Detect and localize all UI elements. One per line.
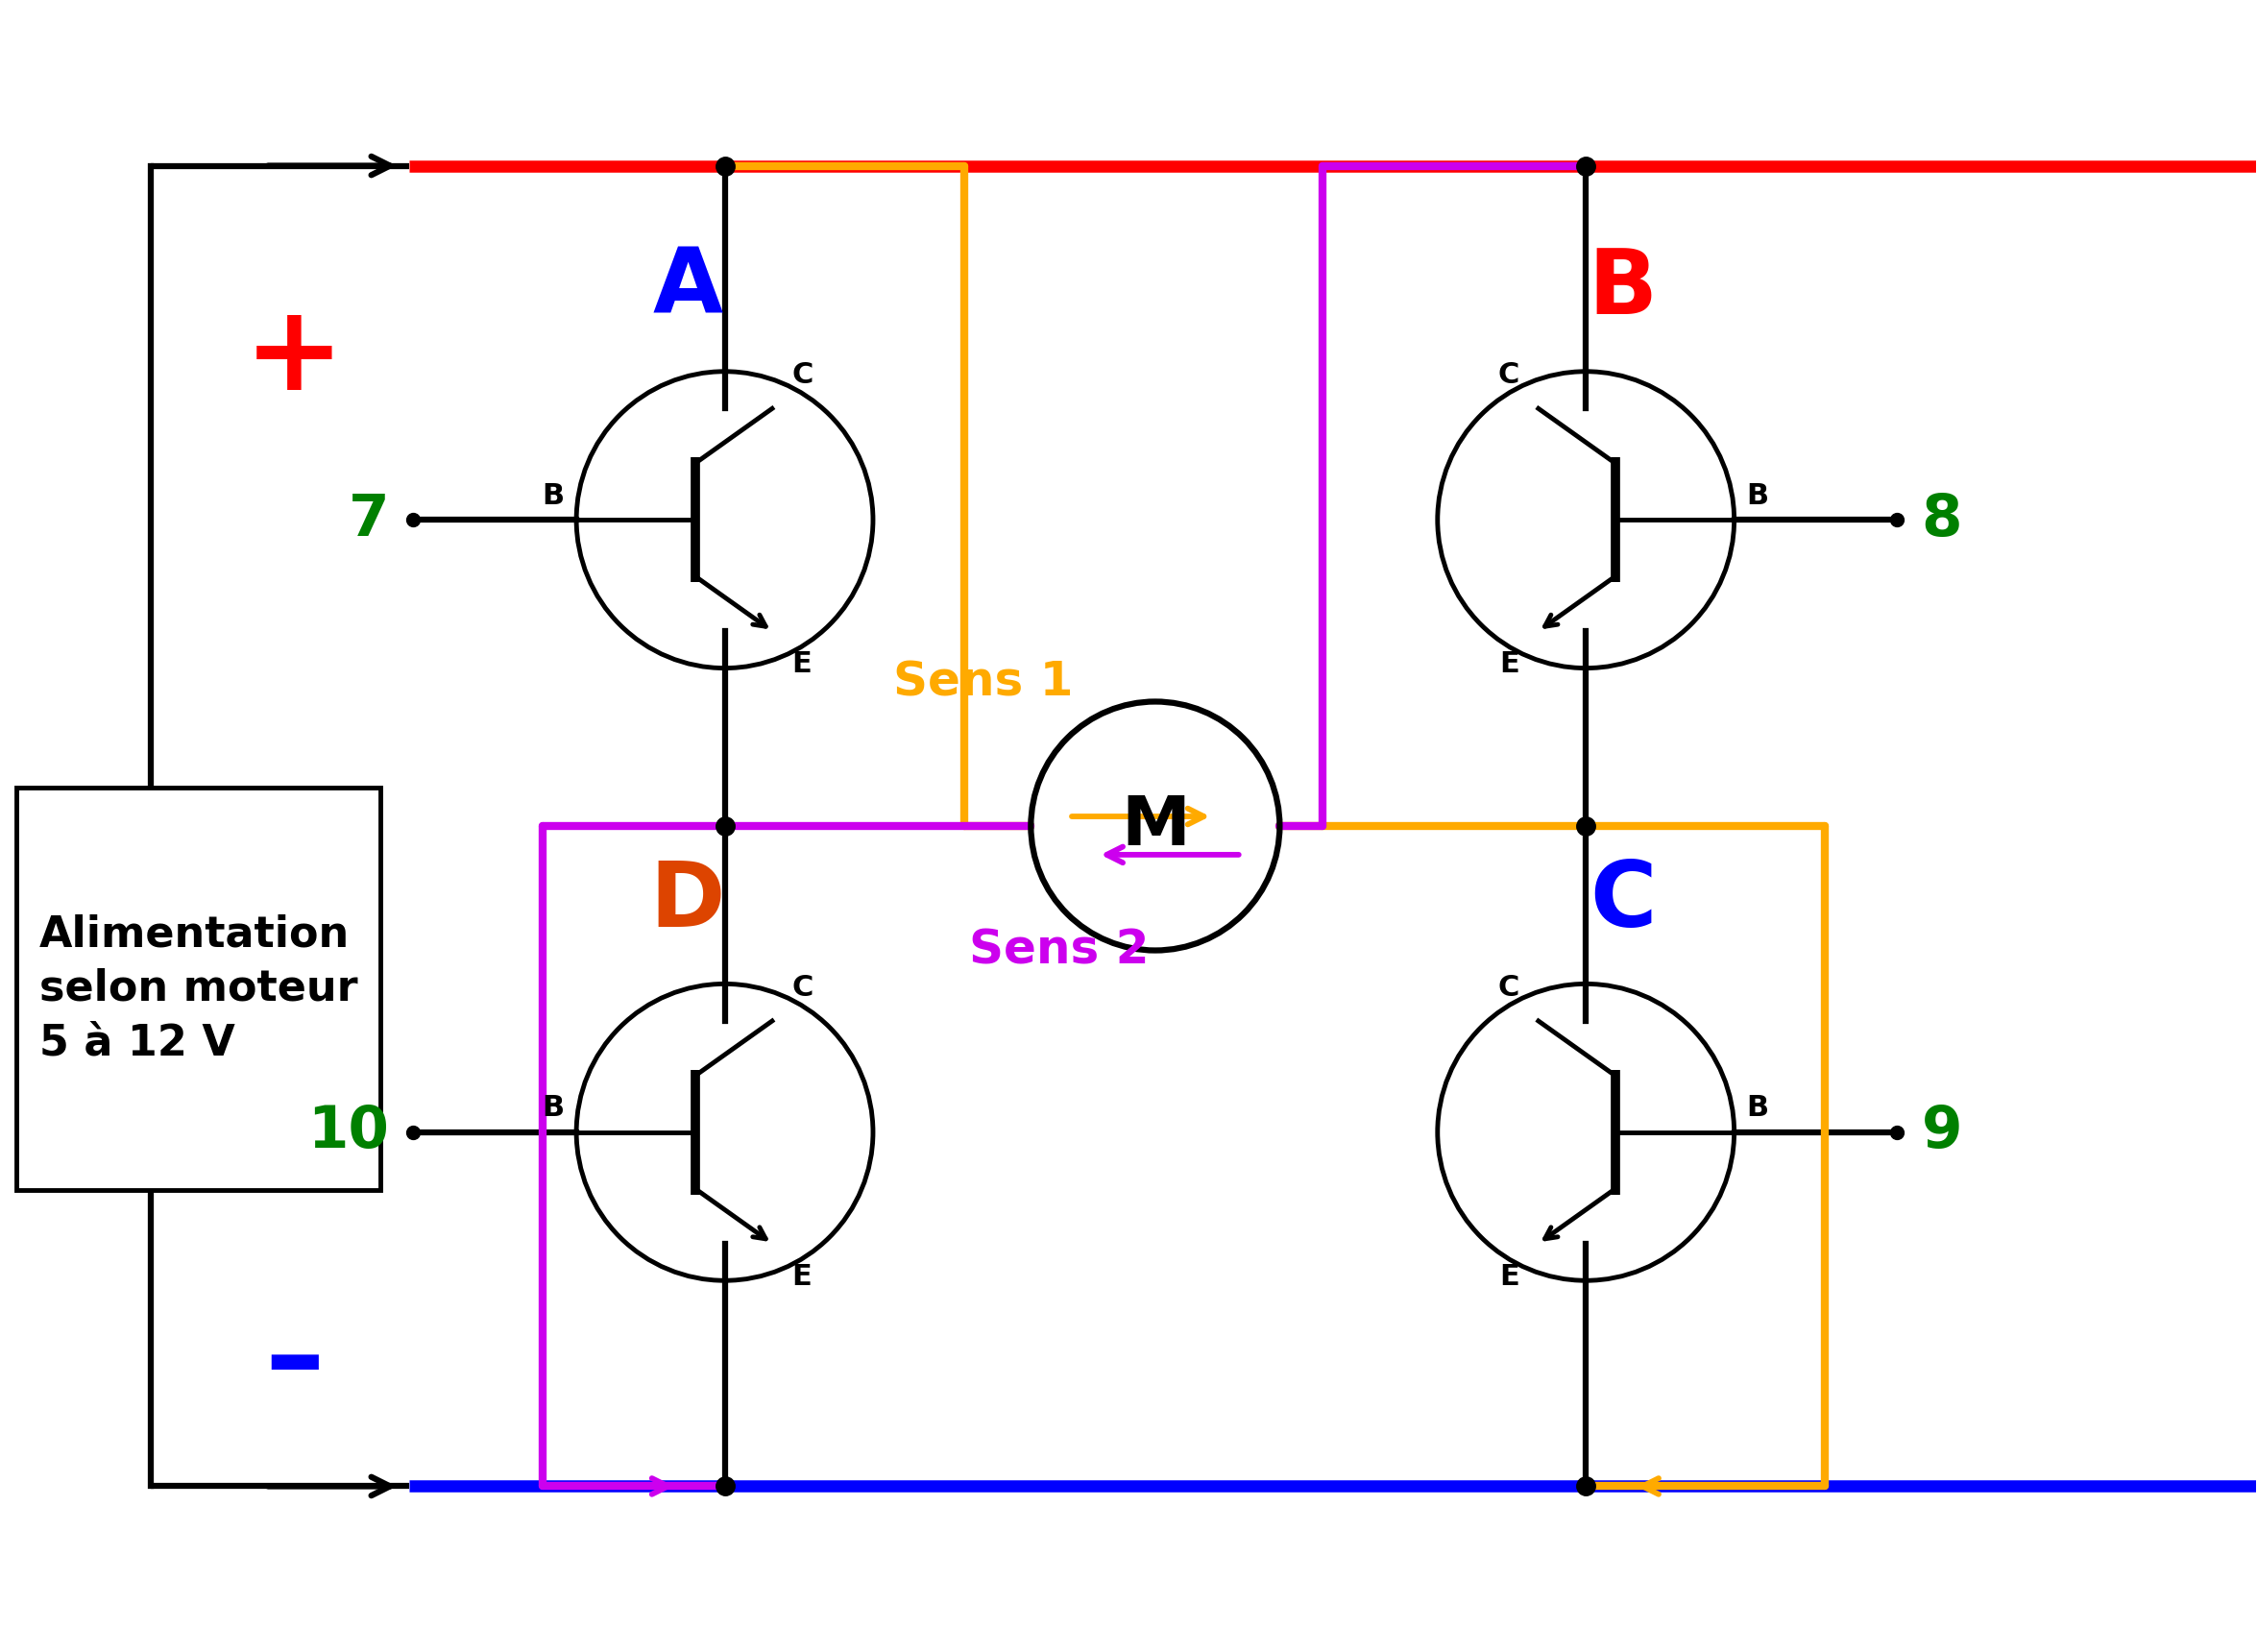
Text: B: B xyxy=(1747,1094,1767,1122)
Text: E: E xyxy=(1499,651,1519,679)
Text: C: C xyxy=(792,362,813,390)
Text: 9: 9 xyxy=(1921,1104,1961,1161)
Text: C: C xyxy=(1589,857,1657,945)
Bar xyxy=(16,788,379,1189)
Text: C: C xyxy=(1499,362,1519,390)
Text: B: B xyxy=(542,482,564,510)
Text: C: C xyxy=(792,973,813,1001)
Text: 7: 7 xyxy=(348,491,388,548)
Text: Alimentation
selon moteur
5 à 12 V: Alimentation selon moteur 5 à 12 V xyxy=(38,914,357,1064)
Text: D: D xyxy=(650,857,724,945)
Text: A: A xyxy=(652,244,722,334)
Text: E: E xyxy=(792,651,810,679)
Text: 10: 10 xyxy=(307,1104,388,1161)
Text: Sens 2: Sens 2 xyxy=(971,927,1149,973)
Text: B: B xyxy=(1747,482,1767,510)
Text: C: C xyxy=(1499,973,1519,1001)
Text: M: M xyxy=(1122,793,1189,859)
Text: +: + xyxy=(244,299,345,415)
Text: B: B xyxy=(1589,244,1657,334)
Text: B: B xyxy=(542,1094,564,1122)
Text: 8: 8 xyxy=(1921,491,1961,548)
Text: –: – xyxy=(264,1303,325,1421)
Text: Sens 1: Sens 1 xyxy=(894,659,1072,705)
Text: E: E xyxy=(792,1262,810,1290)
Text: E: E xyxy=(1499,1262,1519,1290)
